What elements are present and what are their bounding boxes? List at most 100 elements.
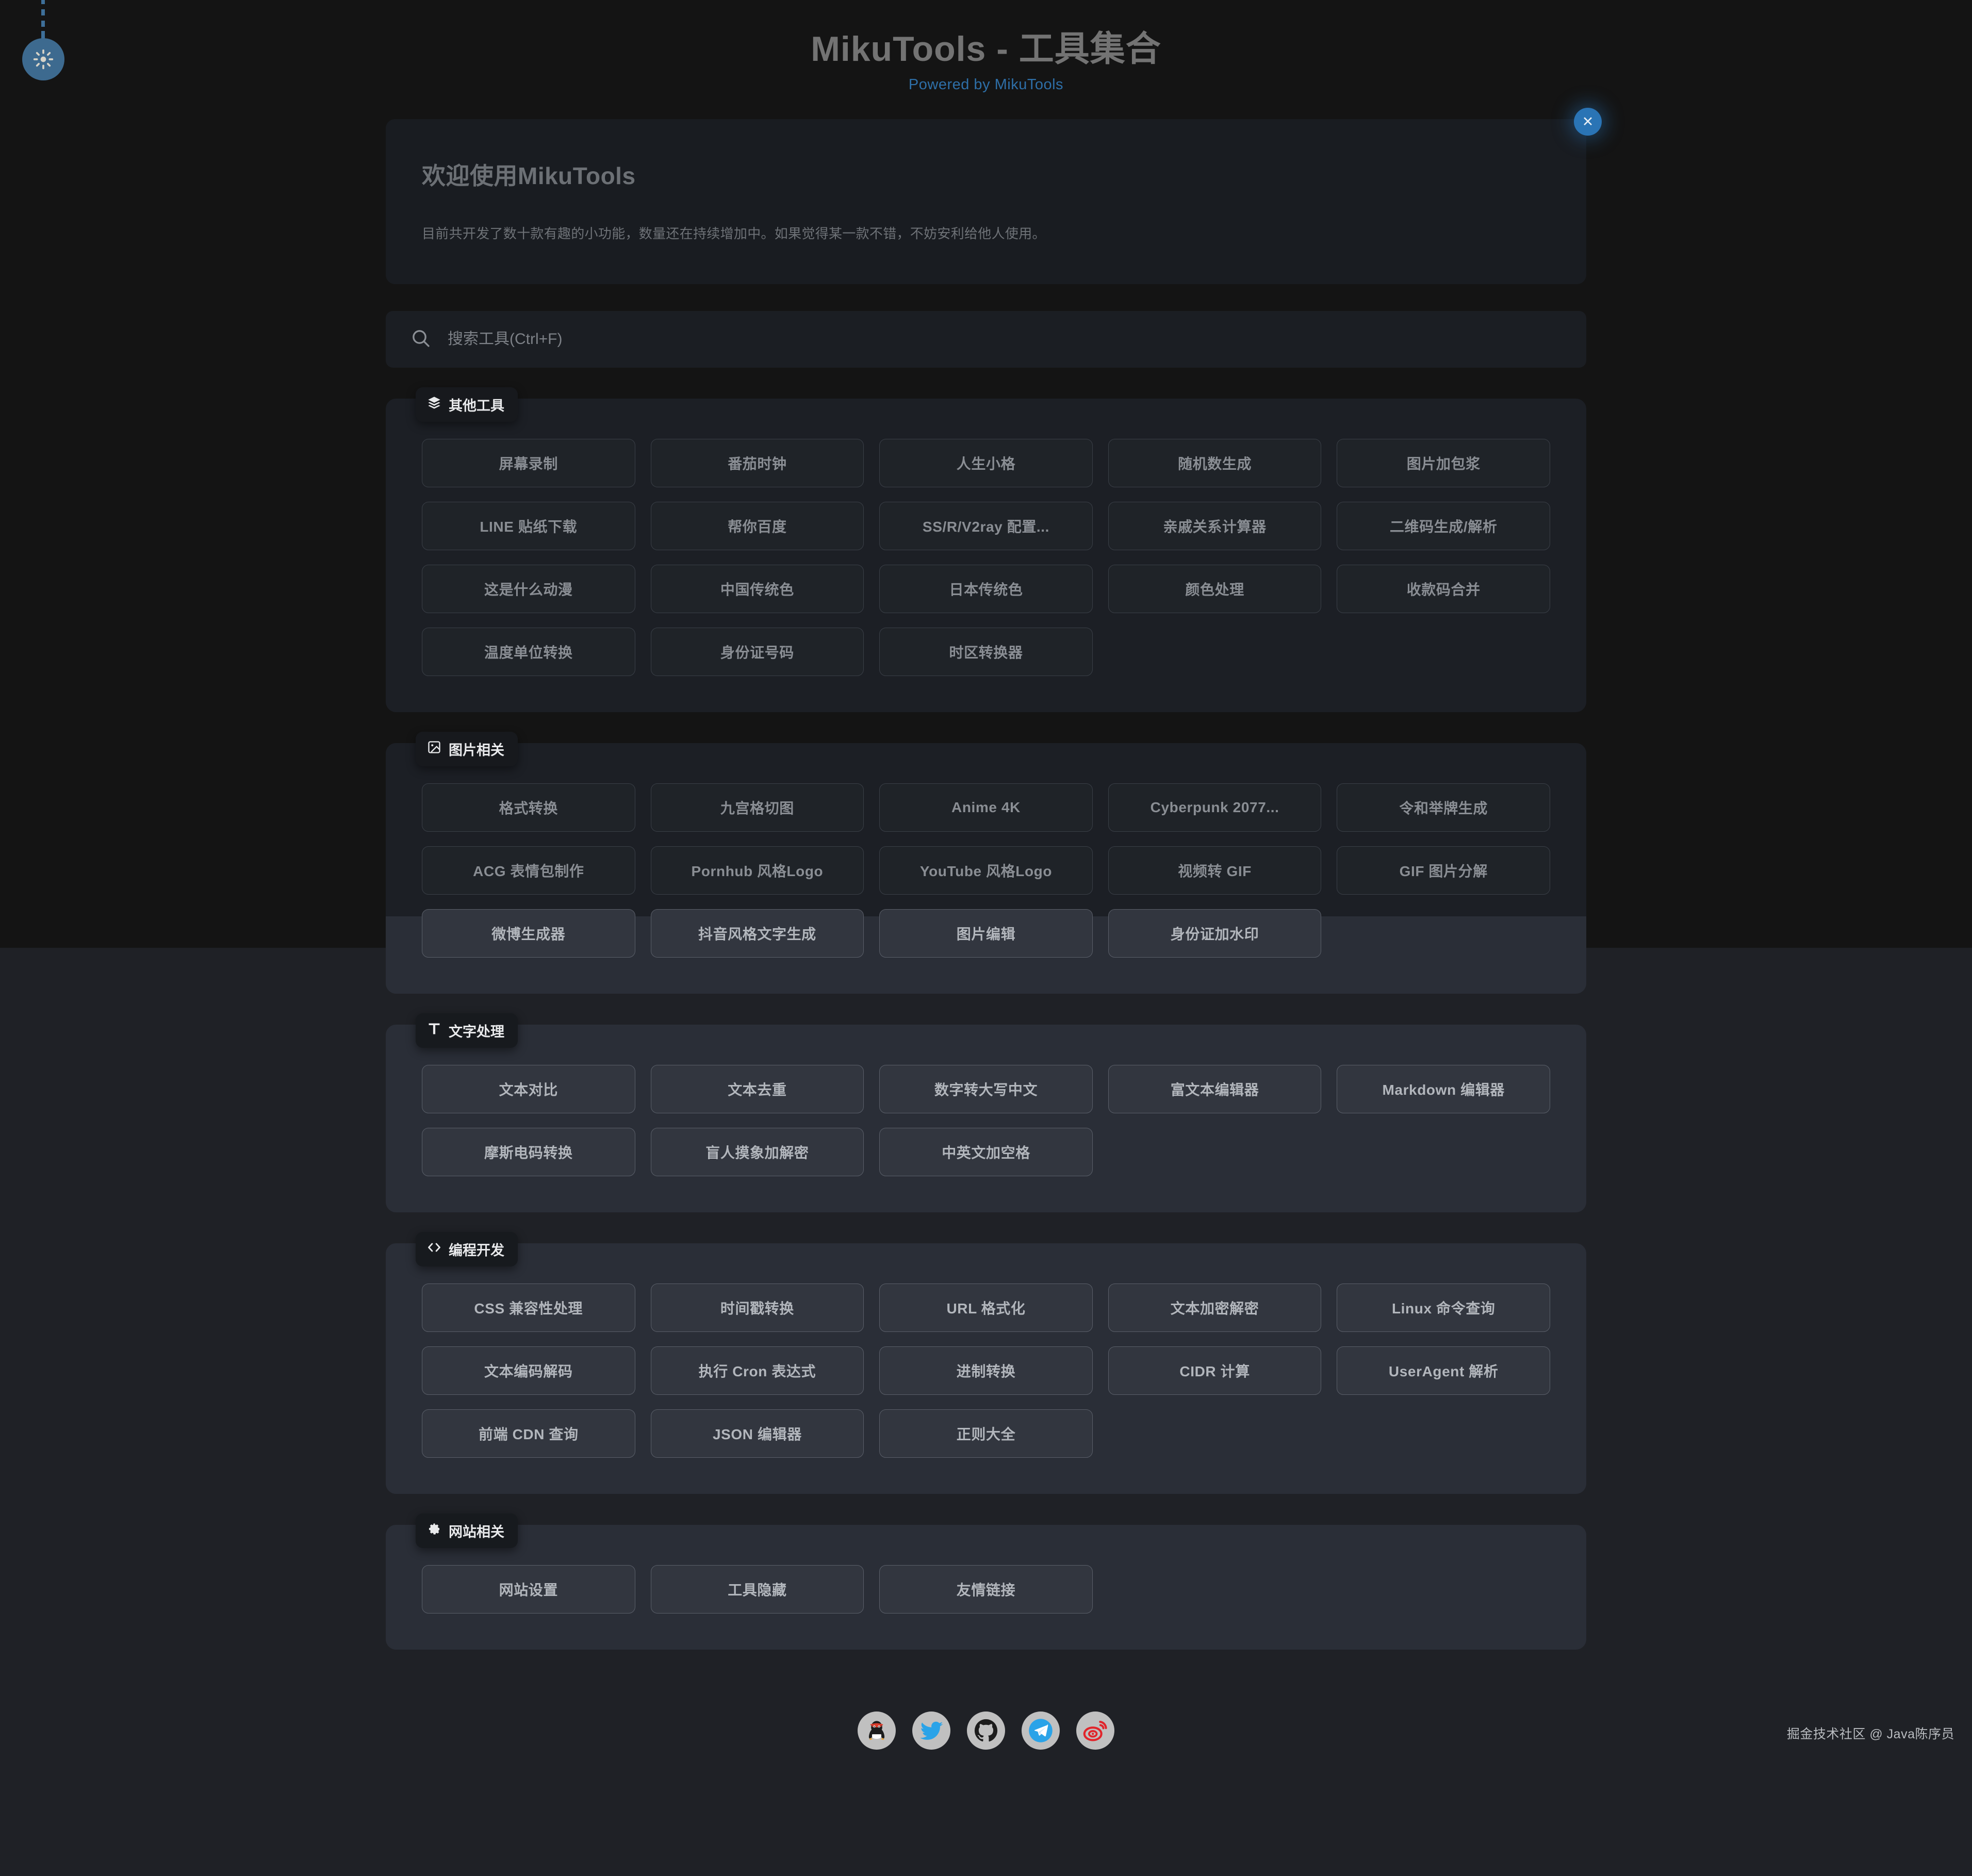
tool-button[interactable]: Markdown 编辑器 <box>1337 1065 1550 1114</box>
tool-button[interactable]: 九宫格切图 <box>650 783 864 832</box>
page-title: MikuTools - 工具集合 <box>811 29 1161 69</box>
tool-button[interactable]: Linux 命令查询 <box>1337 1283 1550 1332</box>
tool-button[interactable]: 亲戚关系计算器 <box>1108 502 1322 551</box>
tool-button[interactable]: Pornhub 风格Logo <box>650 846 864 895</box>
section-title: 文字处理 <box>449 1024 504 1040</box>
tool-button[interactable]: 正则大全 <box>879 1409 1093 1458</box>
tool-button[interactable]: SS/R/V2ray 配置... <box>879 502 1093 551</box>
tool-button[interactable]: 文本去重 <box>650 1065 864 1114</box>
tool-button[interactable]: 微博生成器 <box>422 909 635 958</box>
tool-section: 编程开发 CSS 兼容性处理 时间戳转换 URL 格式化 文本加密解密 Linux 命令查… <box>386 1232 1586 1494</box>
tool-button[interactable]: 这是什么动漫 <box>422 565 635 614</box>
tool-button[interactable]: 友情链接 <box>879 1565 1093 1614</box>
tool-button[interactable]: 屏幕录制 <box>422 439 635 488</box>
tool-button[interactable]: 盲人摸象加解密 <box>650 1128 864 1177</box>
tool-button[interactable]: 数字转大写中文 <box>879 1065 1093 1114</box>
section-header-其他工具: 其他工具 <box>416 387 518 422</box>
section-header-网站相关: 网站相关 <box>416 1513 518 1549</box>
tool-button[interactable]: 番茄时钟 <box>650 439 864 488</box>
tool-button[interactable]: 格式转换 <box>422 783 635 832</box>
tool-button[interactable]: CSS 兼容性处理 <box>422 1283 635 1332</box>
weibo-icon[interactable] <box>1076 1712 1114 1750</box>
tool-button[interactable]: JSON 编辑器 <box>650 1409 864 1458</box>
tool-button[interactable]: 前端 CDN 查询 <box>422 1409 635 1458</box>
tool-button[interactable]: Cyberpunk 2077... <box>1108 783 1322 832</box>
tool-button[interactable]: 文本对比 <box>422 1065 635 1114</box>
tool-button[interactable]: 视频转 GIF <box>1108 846 1322 895</box>
page-subtitle: Powered by MikuTools <box>908 76 1064 93</box>
tool-grid: 格式转换 九宫格切图 Anime 4K Cyberpunk 2077... 令和举牌生成… <box>422 783 1550 958</box>
tool-button[interactable]: 时间戳转换 <box>650 1283 864 1332</box>
tool-button[interactable]: 工具隐藏 <box>650 1565 864 1614</box>
layers-icon <box>427 396 441 414</box>
pendant-string-dashed <box>41 0 45 33</box>
tool-button[interactable]: 文本加密解密 <box>1108 1283 1322 1332</box>
tool-section: 文字处理文本对比 文本去重 数字转大写中文 富文本编辑器 Markdown 编辑器摩斯电… <box>386 1013 1586 1213</box>
banner-title: 欢迎使用MikuTools <box>422 162 636 190</box>
tool-button[interactable]: 网站设置 <box>422 1565 635 1614</box>
section-body: 网站设置 工具隐藏 友情链接 <box>386 1525 1586 1650</box>
dark-mode-toggle[interactable] <box>0 0 103 103</box>
tool-section: 其他工具屏幕录制 番茄时钟 人生小格 随机数生成 图片加包浆 LINE 贴纸下载 帮你百度 S… <box>386 387 1586 713</box>
close-icon[interactable]: ✕ <box>1574 108 1602 136</box>
tool-button[interactable]: 帮你百度 <box>650 502 864 551</box>
twitter-icon[interactable] <box>912 1712 950 1750</box>
tool-button[interactable]: 执行 Cron 表达式 <box>650 1346 864 1395</box>
tool-button[interactable]: 身份证号码 <box>650 628 864 677</box>
gear-icon <box>427 1522 441 1540</box>
tool-button[interactable]: 颜色处理 <box>1108 565 1322 614</box>
tool-button[interactable]: 二维码生成/解析 <box>1337 502 1550 551</box>
tool-button[interactable]: UserAgent 解析 <box>1337 1346 1550 1395</box>
code-icon <box>427 1240 441 1258</box>
tool-button[interactable]: 富文本编辑器 <box>1108 1065 1322 1114</box>
page-header: MikuTools - 工具集合 Powered by MikuTools <box>0 0 1972 93</box>
tool-button[interactable]: URL 格式化 <box>879 1283 1093 1332</box>
tool-sections: 其他工具屏幕录制 番茄时钟 人生小格 随机数生成 图片加包浆 LINE 贴纸下载 帮你百度 S… <box>386 387 1586 1650</box>
tool-section: 图片相关格式转换 九宫格切图 Anime 4K Cyberpunk 2077... 令和… <box>386 732 1586 994</box>
tool-button[interactable]: 温度单位转换 <box>422 628 635 677</box>
section-header-文字处理: 文字处理 <box>416 1013 518 1048</box>
tool-button[interactable]: 身份证加水印 <box>1108 909 1322 958</box>
sun-icon[interactable] <box>22 38 64 80</box>
search-input[interactable] <box>448 331 1586 349</box>
tool-button[interactable]: 图片加包浆 <box>1337 439 1550 488</box>
tool-button[interactable]: 令和举牌生成 <box>1337 783 1550 832</box>
tool-button[interactable]: 进制转换 <box>879 1346 1093 1395</box>
section-title: 其他工具 <box>449 398 504 414</box>
tool-button[interactable]: 收款码合并 <box>1337 565 1550 614</box>
section-title: 图片相关 <box>449 743 504 759</box>
welcome-banner: ✕ 欢迎使用MikuTools 目前共开发了数十款有趣的小功能，数量还在持续增加… <box>386 108 1602 285</box>
banner-description: 目前共开发了数十款有趣的小功能，数量还在持续增加中。如果觉得某一款不错，不妨安利… <box>422 226 1046 242</box>
search-bar[interactable] <box>386 311 1586 368</box>
tool-button[interactable]: ACG 表情包制作 <box>422 846 635 895</box>
tool-button[interactable]: 日本传统色 <box>879 565 1093 614</box>
telegram-icon[interactable] <box>1022 1712 1060 1750</box>
tool-grid: 文本对比 文本去重 数字转大写中文 富文本编辑器 Markdown 编辑器摩斯电码转换盲… <box>422 1065 1550 1177</box>
tool-button[interactable]: CIDR 计算 <box>1108 1346 1322 1395</box>
social-links <box>0 1712 1972 1750</box>
qq-icon[interactable] <box>858 1712 896 1750</box>
watermark: 掘金技术社区 @ Java陈序员 <box>1786 1727 1954 1742</box>
content-wrapper: ✕ 欢迎使用MikuTools 目前共开发了数十款有趣的小功能，数量还在持续增加… <box>386 108 1602 1650</box>
tool-button[interactable]: 人生小格 <box>879 439 1093 488</box>
tool-button[interactable]: 摩斯电码转换 <box>422 1128 635 1177</box>
tool-button[interactable]: GIF 图片分解 <box>1337 846 1550 895</box>
tool-grid: 屏幕录制 番茄时钟 人生小格 随机数生成 图片加包浆 LINE 贴纸下载 帮你百度 SS/R/… <box>422 439 1550 677</box>
tool-button[interactable]: 中国传统色 <box>650 565 864 614</box>
type-icon <box>427 1022 441 1040</box>
tool-button[interactable]: 图片编辑 <box>879 909 1093 958</box>
tool-button[interactable]: LINE 贴纸下载 <box>422 502 635 551</box>
tool-button[interactable]: 中英文加空格 <box>879 1128 1093 1177</box>
image-icon <box>427 740 441 758</box>
tool-button[interactable]: 随机数生成 <box>1108 439 1322 488</box>
tool-button[interactable]: 抖音风格文字生成 <box>650 909 864 958</box>
section-header-图片相关: 图片相关 <box>416 732 518 767</box>
github-icon[interactable] <box>967 1712 1005 1750</box>
tool-button[interactable]: YouTube 风格Logo <box>879 846 1093 895</box>
section-body: CSS 兼容性处理 时间戳转换 URL 格式化 文本加密解密 Linux 命令查询文本编… <box>386 1243 1586 1494</box>
tool-button[interactable]: 时区转换器 <box>879 628 1093 677</box>
tool-button[interactable]: Anime 4K <box>879 783 1093 832</box>
tool-button[interactable]: 文本编码解码 <box>422 1346 635 1395</box>
section-body: 格式转换 九宫格切图 Anime 4K Cyberpunk 2077... 令和举牌生成… <box>386 743 1586 994</box>
